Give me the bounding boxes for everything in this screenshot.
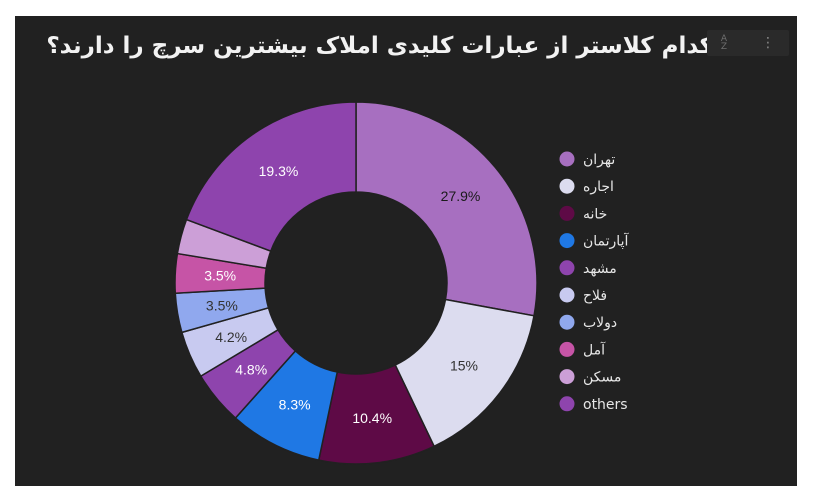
legend-label-تهران[interactable]: تهران — [583, 152, 615, 168]
slice-label-تهران: 27.9% — [441, 188, 481, 204]
donut-chart: 27.9% 15% 10.4% 8.3% 4.8% 4.2% 3.5% 3.5% 19.3% ت… — [174, 101, 629, 465]
chart-legend: تهران اجاره خانه آپارتمان مشهد فلاح دولاب آمل مس… — [559, 151, 629, 413]
slice-label-مشهد: 4.8% — [235, 362, 267, 378]
legend-swatch-فلاح[interactable] — [559, 287, 575, 303]
slice-label-دولاب: 3.5% — [206, 298, 238, 314]
legend-swatch-اجاره[interactable] — [559, 178, 575, 194]
legend-swatch-دولاب[interactable] — [559, 314, 575, 330]
slice-label-آمل: 3.5% — [204, 268, 236, 284]
chart-card: کدام کلاستر از عبارات کلیدی املاک بیشتری… — [15, 16, 797, 486]
legend-swatch-others[interactable] — [559, 396, 575, 412]
chart-title: کدام کلاستر از عبارات کلیدی املاک بیشتری… — [46, 33, 713, 59]
slice-label-اجاره: 15% — [450, 358, 478, 374]
legend-swatch-خانه[interactable] — [559, 205, 575, 221]
legend-swatch-مشهد[interactable] — [559, 260, 575, 276]
slice-label-آپارتمان: 8.3% — [279, 396, 311, 412]
slice-label-خانه: 10.4% — [352, 410, 392, 426]
legend-label-آمل[interactable]: آمل — [583, 341, 606, 358]
legend-label-آپارتمان[interactable]: آپارتمان — [583, 233, 629, 250]
donut-slices — [174, 101, 538, 465]
slice-label-others: 19.3% — [259, 163, 299, 179]
slice-تهران[interactable] — [355, 101, 538, 317]
slice-others[interactable] — [185, 101, 357, 253]
legend-label-others[interactable]: others — [583, 397, 628, 413]
legend-swatch-تهران[interactable] — [559, 151, 575, 167]
legend-label-فلاح[interactable]: فلاح — [583, 288, 607, 304]
slice-label-فلاح: 4.2% — [215, 329, 247, 345]
more-vert-icon[interactable]: ⋮ — [761, 35, 775, 51]
legend-label-مسکن[interactable]: مسکن — [583, 370, 621, 386]
legend-label-دولاب[interactable]: دولاب — [583, 315, 617, 331]
slice-اجاره[interactable] — [394, 298, 535, 448]
slice-labels: 27.9% 15% 10.4% 8.3% 4.8% 4.2% 3.5% 3.5% 19.3% — [204, 163, 480, 426]
legend-label-مشهد[interactable]: مشهد — [583, 261, 617, 277]
legend-label-خانه[interactable]: خانه — [583, 206, 607, 222]
legend-swatch-مسکن[interactable] — [559, 369, 575, 385]
legend-swatch-آپارتمان[interactable] — [559, 233, 575, 249]
legend-swatch-آمل[interactable] — [559, 341, 575, 357]
legend-label-اجاره[interactable]: اجاره — [583, 179, 614, 195]
